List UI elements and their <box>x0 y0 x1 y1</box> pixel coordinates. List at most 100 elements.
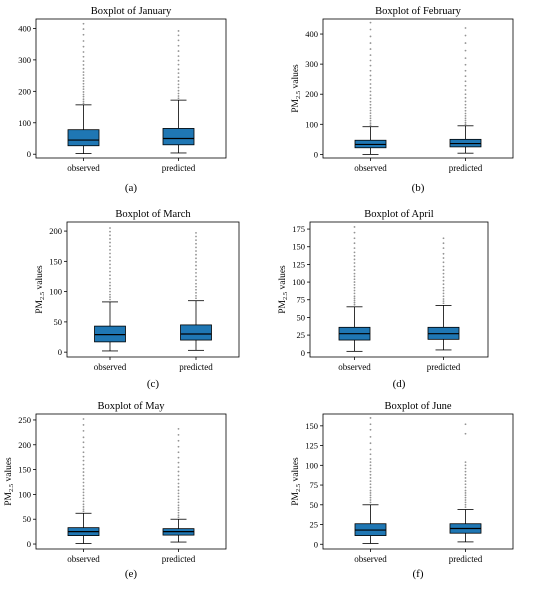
iqr-box <box>94 325 126 343</box>
outlier-point <box>82 93 85 96</box>
outlier-point <box>464 75 467 78</box>
outlier-point <box>195 275 197 278</box>
box-observed: observed <box>354 21 387 173</box>
outlier-point <box>369 486 372 489</box>
outlier-point <box>82 74 85 76</box>
outlier-point <box>464 496 467 499</box>
outlier-point <box>369 464 372 467</box>
outlier-point <box>464 34 467 37</box>
outlier-point <box>82 85 85 88</box>
outlier-point <box>109 245 111 248</box>
outlier-point <box>353 247 356 250</box>
outlier-point <box>177 514 180 517</box>
outlier-point <box>82 71 85 74</box>
outlier-point <box>369 64 372 67</box>
box-observed: observed <box>354 417 387 564</box>
outlier-point <box>464 27 467 29</box>
outlier-point <box>369 442 372 445</box>
outlier-point <box>109 256 111 259</box>
outlier-point <box>369 74 372 77</box>
outlier-point <box>464 84 467 87</box>
chart-title: Boxplot of February <box>375 6 461 17</box>
outlier-point <box>369 112 372 115</box>
outlier-point <box>82 463 85 466</box>
outlier-point <box>195 288 197 291</box>
outlier-point <box>177 466 180 469</box>
outlier-point <box>353 242 356 245</box>
outlier-point <box>464 423 467 426</box>
outlier-point <box>369 467 372 470</box>
x-tick-label: observed <box>67 163 100 173</box>
outlier-point <box>442 298 445 300</box>
outlier-point <box>82 418 85 420</box>
outlier-point <box>464 489 467 492</box>
chart-panel-5: Boxplot of May 0 50 100 150 200 250 PM2.5 value… <box>4 401 227 580</box>
outlier-point <box>369 59 372 62</box>
y-tick-label: 100 <box>18 489 31 499</box>
outlier-point <box>353 269 356 271</box>
outlier-point <box>177 439 180 442</box>
y-tick-label: 0 <box>58 347 62 357</box>
outlier-point <box>369 492 372 494</box>
outlier-point <box>464 112 467 115</box>
outlier-point <box>177 445 180 448</box>
plot-frame <box>322 413 514 550</box>
outlier-point <box>195 297 197 300</box>
outlier-point <box>464 503 467 506</box>
outlier-point <box>464 109 467 112</box>
outlier-point <box>369 48 372 50</box>
outlier-point <box>177 501 180 504</box>
x-tick-label: observed <box>354 163 387 173</box>
outlier-point <box>195 279 197 282</box>
outlier-point <box>464 63 467 66</box>
outlier-point <box>177 34 180 37</box>
outlier-point <box>353 258 356 261</box>
outlier-point <box>177 44 180 47</box>
outlier-point <box>369 423 372 426</box>
outlier-point <box>464 494 467 497</box>
outlier-point <box>353 289 356 292</box>
outlier-point <box>82 497 85 500</box>
outlier-point <box>464 473 467 476</box>
outlier-point <box>442 247 445 250</box>
outlier-point <box>369 122 372 124</box>
outlier-point <box>369 117 372 120</box>
outlier-point <box>82 436 85 439</box>
outlier-point <box>82 494 85 497</box>
outlier-point <box>464 106 467 109</box>
outlier-point <box>177 83 180 86</box>
outlier-point <box>369 35 372 38</box>
outlier-point <box>109 252 111 255</box>
outlier-point <box>369 483 372 486</box>
outlier-point <box>464 103 467 106</box>
box-predicted: predicted <box>427 237 461 372</box>
outlier-point <box>464 492 467 494</box>
chart-panel-1: Boxplot of January 0 100 200 300 400 observed p… <box>18 6 227 194</box>
outlier-point <box>369 78 372 81</box>
outlier-point <box>82 441 85 444</box>
outlier-point <box>195 239 197 242</box>
outlier-point <box>177 461 180 464</box>
outlier-point <box>195 271 197 274</box>
outlier-point <box>369 103 372 106</box>
outlier-point <box>369 458 372 460</box>
chart-title: Boxplot of June <box>384 401 451 412</box>
x-tick-label: predicted <box>179 362 213 372</box>
x-tick-label: predicted <box>449 163 483 173</box>
y-tick-label: 50 <box>310 500 319 510</box>
chart-panel-4: Boxplot of April 0 25 50 75 100 125 150 175 PM2.5… <box>278 209 489 390</box>
outlier-point <box>442 252 445 255</box>
outlier-point <box>369 106 372 109</box>
x-tick-label: predicted <box>449 554 483 564</box>
outlier-point <box>353 226 356 228</box>
outlier-point <box>109 278 111 280</box>
outlier-point <box>369 477 372 479</box>
panel-label: (f) <box>413 568 424 580</box>
outlier-point <box>464 470 467 473</box>
outlier-point <box>369 86 372 89</box>
outlier-point <box>82 67 85 70</box>
box-predicted: predicted <box>179 231 213 372</box>
outlier-point <box>82 451 85 454</box>
x-tick-label: observed <box>338 362 371 372</box>
outlier-point <box>82 481 85 484</box>
